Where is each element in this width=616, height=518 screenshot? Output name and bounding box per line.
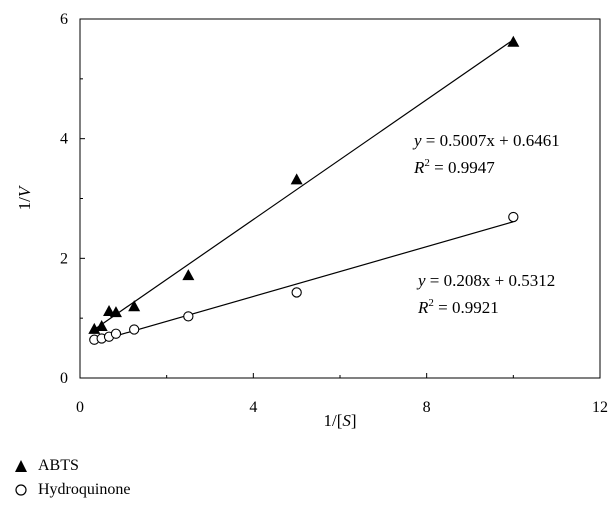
y-tick-label: 4 (60, 131, 68, 148)
x-axis-label: 1/[S] (323, 411, 356, 430)
x-tick-label: 8 (423, 399, 431, 416)
y-axis-label: 1/V (15, 184, 34, 210)
data-point-abts (88, 322, 101, 334)
data-point-abts (507, 35, 520, 47)
hq-r-label: R (417, 298, 429, 317)
hq-r-value: = 0.9921 (434, 298, 499, 317)
data-point-abts (128, 300, 141, 312)
data-point-abts (103, 304, 116, 316)
y-tick-label: 2 (60, 250, 68, 267)
tick-layer: 0 4 8 12 0 2 4 6 (60, 11, 608, 416)
abts-equation: y = 0.5007x + 0.6461 (412, 131, 560, 150)
data-point-abts (95, 319, 108, 331)
plot-frame (79, 18, 601, 379)
x-tick-label: 4 (249, 399, 257, 416)
abts-r2: R2 = 0.9947 (413, 157, 495, 177)
legend: ABTS Hydroquinone (14, 454, 130, 502)
data-point-hydroquinone (291, 287, 302, 298)
data-point-hydroquinone (110, 328, 122, 339)
y-tick-label: 6 (60, 11, 68, 28)
x-tick-label: 0 (76, 399, 84, 416)
data-mark-layer (88, 35, 520, 345)
data-point-hydroquinone (508, 211, 519, 223)
hydroquinone-r2: R2 = 0.9921 (417, 297, 499, 317)
fit-line-abts (93, 39, 514, 330)
open-circle-icon (15, 484, 27, 496)
legend-item-abts: ABTS (14, 454, 130, 478)
abts-eq-rhs: = 0.5007x + 0.6461 (422, 131, 560, 150)
y-tick-label: 0 (60, 370, 68, 387)
chart: 0 4 8 12 0 2 4 6 1/V 1/[S] y = 0.5007x + 0.6461… (15, 11, 608, 430)
filled-triangle-icon (15, 460, 27, 472)
x-tick-label: 12 (592, 399, 608, 416)
abts-r-value: = 0.9947 (430, 158, 495, 177)
data-point-abts (290, 173, 303, 185)
abts-r-label: R (413, 158, 425, 177)
legend-label-hydroquinone: Hydroquinone (38, 481, 131, 498)
legend-item-hydroquinone: Hydroquinone (14, 478, 130, 502)
data-point-abts (109, 306, 122, 318)
hq-r-sup: 2 (428, 297, 434, 309)
legend-label-abts: ABTS (38, 457, 79, 474)
abts-r-sup: 2 (424, 157, 430, 169)
fit-line-layer (93, 39, 514, 343)
data-point-abts (182, 269, 195, 281)
data-point-hydroquinone (183, 311, 194, 322)
fit-line-hydroquinone (94, 221, 514, 343)
hydroquinone-equation: y = 0.208x + 0.5312 (416, 271, 555, 290)
hq-eq-rhs: = 0.208x + 0.5312 (426, 271, 556, 290)
abts-eq-lhs: y (412, 131, 422, 150)
data-point-hydroquinone (129, 324, 140, 335)
hq-eq-lhs: y (416, 271, 426, 290)
